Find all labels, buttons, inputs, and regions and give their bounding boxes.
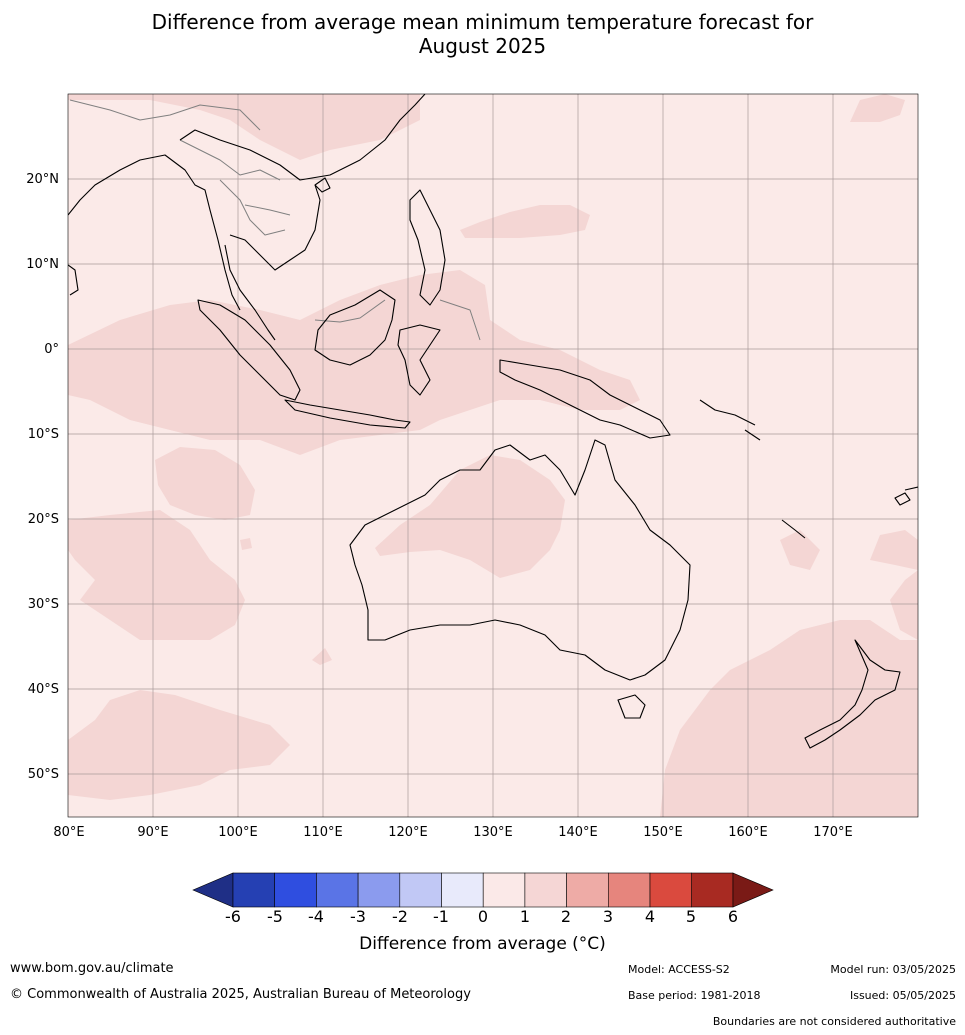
lon-label: 140°E [558,825,598,840]
lat-label: 10°N [26,257,59,272]
colorbar-segment [649,872,693,908]
issued-date: Issued: 05/05/2025 [849,989,956,1002]
boundaries-disclaimer: Boundaries are not considered authoritat… [712,1015,956,1028]
lon-label: 150°E [643,825,683,840]
lon-label: 170°E [813,825,853,840]
country-borders [69,99,481,341]
colorbar-segment [274,872,317,908]
lat-label: 40°S [28,682,59,697]
model-run-date: Model run: 03/05/2025 [830,963,956,976]
colorbar-tick: 2 [561,907,571,926]
lat-label: 50°S [28,767,59,782]
colorbar-tick: -4 [308,907,324,926]
lon-label: 130°E [473,825,513,840]
colorbar-title: Difference from average (°C) [359,934,606,954]
colorbar-segment [441,872,484,908]
colorbar-tick: -2 [392,907,408,926]
colorbar-segment [357,872,401,908]
lon-label: 160°E [728,825,768,840]
map-title: Difference from average mean minimum tem… [0,10,965,58]
colorbar [192,872,774,908]
longitude-labels: 80°E 90°E 100°E 110°E 120°E 130°E 140°E … [53,825,852,840]
colorbar-tick: -6 [225,907,241,926]
lon-label: 120°E [388,825,428,840]
lat-label: 30°S [28,597,59,612]
lon-label: 80°E [53,825,84,840]
colorbar-segment [691,872,734,908]
map-frame [67,93,919,818]
lon-label: 90°E [137,825,168,840]
lon-label: 110°E [303,825,343,840]
base-period: Base period: 1981-2018 [628,989,761,1002]
colorbar-segment [524,872,567,908]
colorbar-segment [566,872,609,908]
lon-label: 100°E [218,825,258,840]
colorbar-extend-low [192,872,234,908]
colorbar-segment [232,872,276,908]
lat-label: 20°N [26,172,59,187]
colorbar-tick: 4 [645,907,655,926]
colorbar-tick: 1 [520,907,530,926]
latitude-labels: 20°N 10°N 0° 10°S 20°S 30°S 40°S 50°S [26,172,59,782]
title-line-2: August 2025 [418,34,547,58]
colorbar-tick: 3 [603,907,613,926]
model-name: Model: ACCESS-S2 [628,963,730,976]
lat-label: 20°S [28,512,59,527]
colorbar-tick: -5 [267,907,283,926]
colorbar-tick: 6 [728,907,738,926]
colorbar-segment [607,872,651,908]
website-link[interactable]: www.bom.gov.au/climate [10,961,174,976]
colorbar-segment [482,872,526,908]
map-gridlines [68,94,918,817]
colorbar-tick: -3 [350,907,366,926]
lat-label: 10°S [28,427,59,442]
colorbar-tick: -1 [433,907,449,926]
copyright-text: © Commonwealth of Australia 2025, Austra… [10,987,471,1002]
colorbar-segment [316,872,359,908]
colorbar-tick: 0 [478,907,488,926]
colorbar-tick: 5 [686,907,696,926]
title-line-1: Difference from average mean minimum tem… [151,10,814,34]
lat-label: 0° [44,342,59,357]
colorbar-segment [399,872,442,908]
colorbar-tick-labels: -6 -5 -4 -3 -2 -1 0 1 2 3 4 5 6 [225,907,738,926]
colorbar-extend-high [732,872,774,908]
coastlines [68,94,918,749]
